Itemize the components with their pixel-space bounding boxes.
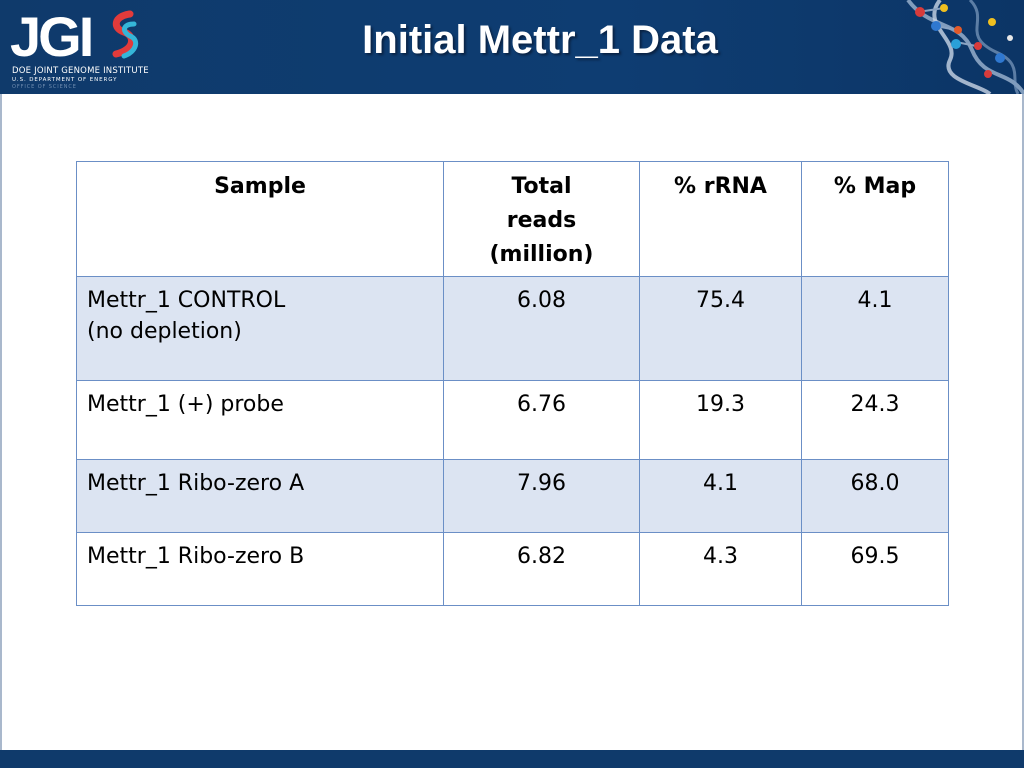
logo-institute-name: DOE JOINT GENOME INSTITUTE (12, 66, 149, 76)
table-row: Mettr_1 (+) probe 6.76 19.3 24.3 (76, 380, 949, 460)
map-cell: 69.5 (801, 532, 949, 606)
mettr-data-table: Sample Total reads (million) % rRNA % Ma… (76, 161, 949, 606)
sample-cell: Mettr_1 (+) probe (76, 380, 444, 460)
slide-title: Initial Mettr_1 Data (362, 18, 718, 62)
rrna-cell: 4.3 (639, 532, 802, 606)
slide-frame-right (1022, 94, 1024, 750)
slide-header: JGI DOE JOINT GENOME INSTITUTE U.S. DEPA… (0, 0, 1024, 94)
map-cell: 24.3 (801, 380, 949, 460)
slide-footer-bar (0, 750, 1024, 768)
table-row: Mettr_1 Ribo-zero B 6.82 4.3 69.5 (76, 532, 949, 606)
logo-office-name: OFFICE OF SCIENCE (12, 84, 77, 90)
column-header-sample-label: Sample (214, 174, 306, 199)
column-header-total-reads: Total reads (million) (443, 161, 640, 277)
logo-department-name: U.S. DEPARTMENT OF ENERGY (12, 77, 118, 83)
map-cell: 68.0 (801, 459, 949, 533)
jgi-logo-letters: JGI (10, 8, 91, 64)
rrna-cell: 19.3 (639, 380, 802, 460)
column-header-map-label: % Map (833, 174, 917, 199)
total-reads-cell: 6.08 (443, 276, 640, 381)
dna-helix-icon (906, 0, 1024, 94)
total-reads-cell: 6.82 (443, 532, 640, 606)
jgi-logo-mark: JGI (10, 8, 139, 64)
map-cell: 4.1 (801, 276, 949, 381)
slide-frame-left (0, 94, 2, 750)
column-header-total-reads-label: Total reads (million) (489, 174, 594, 267)
table-row: Mettr_1 Ribo-zero A 7.96 4.1 68.0 (76, 459, 949, 533)
column-header-sample: Sample (76, 161, 444, 277)
sample-cell: Mettr_1 Ribo-zero A (76, 459, 444, 533)
sample-cell: Mettr_1 CONTROL (no depletion) (76, 276, 444, 381)
column-header-map: % Map (801, 161, 949, 277)
sample-cell: Mettr_1 Ribo-zero B (76, 532, 444, 606)
column-header-rrna: % rRNA (639, 161, 802, 277)
table-header-row: Sample Total reads (million) % rRNA % Ma… (76, 161, 949, 277)
column-header-rrna-label: % rRNA (674, 174, 767, 199)
table-row: Mettr_1 CONTROL (no depletion) 6.08 75.4… (76, 276, 949, 381)
rrna-cell: 75.4 (639, 276, 802, 381)
rrna-cell: 4.1 (639, 459, 802, 533)
jgi-logo: JGI DOE JOINT GENOME INSTITUTE U.S. DEPA… (8, 8, 168, 90)
total-reads-cell: 7.96 (443, 459, 640, 533)
total-reads-cell: 6.76 (443, 380, 640, 460)
